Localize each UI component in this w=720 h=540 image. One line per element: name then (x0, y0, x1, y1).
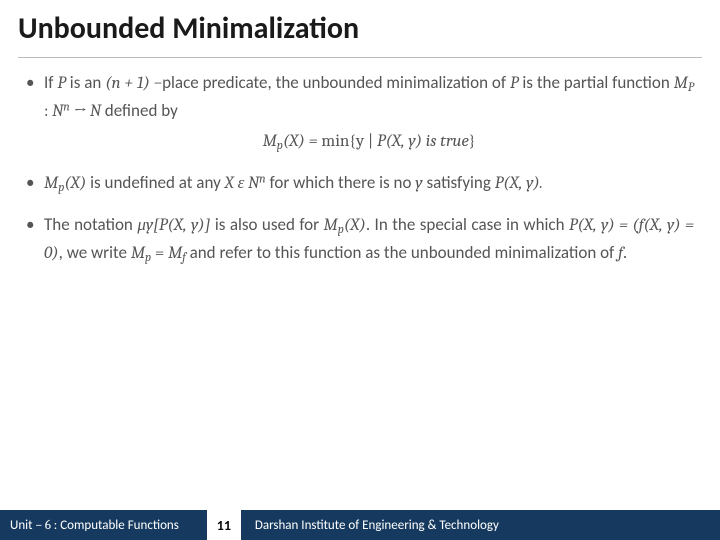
math-dom: N (52, 102, 63, 121)
math-var: M (674, 74, 688, 93)
math-var: M (324, 216, 338, 235)
math-arrow: → N (70, 102, 101, 121)
text: and refer to this function as the unboun… (186, 242, 618, 263)
math-expr: μy[P(X, y)] (137, 216, 210, 235)
math-expr: X ε N (225, 174, 260, 193)
text: defined by (101, 100, 178, 121)
math-eq: = (151, 244, 168, 263)
text: . (623, 242, 627, 263)
footer-unit-hash: – 6 (35, 518, 53, 533)
eq-lhs-M: M (263, 132, 277, 151)
math-var: P (57, 74, 66, 93)
text: is an (66, 72, 105, 93)
math-var: y (415, 174, 422, 193)
footer-unit-prefix: Unit (10, 518, 35, 533)
math-expr: P(X, y). (495, 174, 543, 193)
bullet-1: If P is an (n + 1) −place predicate, the… (26, 70, 694, 156)
text: is the partial function (519, 72, 674, 93)
text: is undefined at any (86, 172, 224, 193)
text: place predicate, the unbounded minimaliz… (162, 72, 510, 93)
eq-set-close: } (469, 132, 476, 151)
eq-lhs-X: (X) = (283, 132, 321, 151)
math-var: P (510, 74, 519, 93)
slide-title: Unbounded Minimalization (18, 10, 702, 47)
eq-pred: P(X, y) is true (377, 132, 469, 151)
text: satisfying (423, 172, 495, 193)
text: The notation (44, 214, 137, 235)
text: . In the special case in which (366, 214, 569, 235)
math-colon: : (44, 102, 52, 121)
footer-institute: Darshan Institute of Engineering & Techn… (241, 518, 507, 533)
text: If (44, 72, 57, 93)
math-var: M (44, 174, 58, 193)
slide-footer: Unit – 6 : Computable Functions 11 Darsh… (0, 510, 720, 540)
page-number: 11 (207, 510, 241, 540)
math-expr: (X) (344, 216, 366, 235)
text: is also used for (210, 214, 323, 235)
eq-set-open: {y | (349, 132, 377, 151)
math-expr: (X) (64, 174, 86, 193)
eq-min: min (321, 132, 349, 151)
math-var: M (131, 244, 145, 263)
equation-display: Mp(X) = min{y | P(X, y) is true} (44, 129, 694, 156)
footer-unit: Unit – 6 : Computable Functions (0, 518, 179, 533)
slide-body: If P is an (n + 1) −place predicate, the… (0, 58, 720, 282)
footer-unit-suffix: : Computable Functions (54, 518, 179, 533)
bullet-3: The notation μy[P(X, y)] is also used fo… (26, 212, 694, 268)
math-sub: P (688, 81, 694, 95)
text: , we write (59, 242, 131, 263)
text: for which there is no (266, 172, 416, 193)
math-expr: (n + 1) − (105, 74, 162, 93)
bullet-2: Mp(X) is undefined at any X ε Nn for whi… (26, 170, 694, 198)
math-var: M (168, 244, 182, 263)
